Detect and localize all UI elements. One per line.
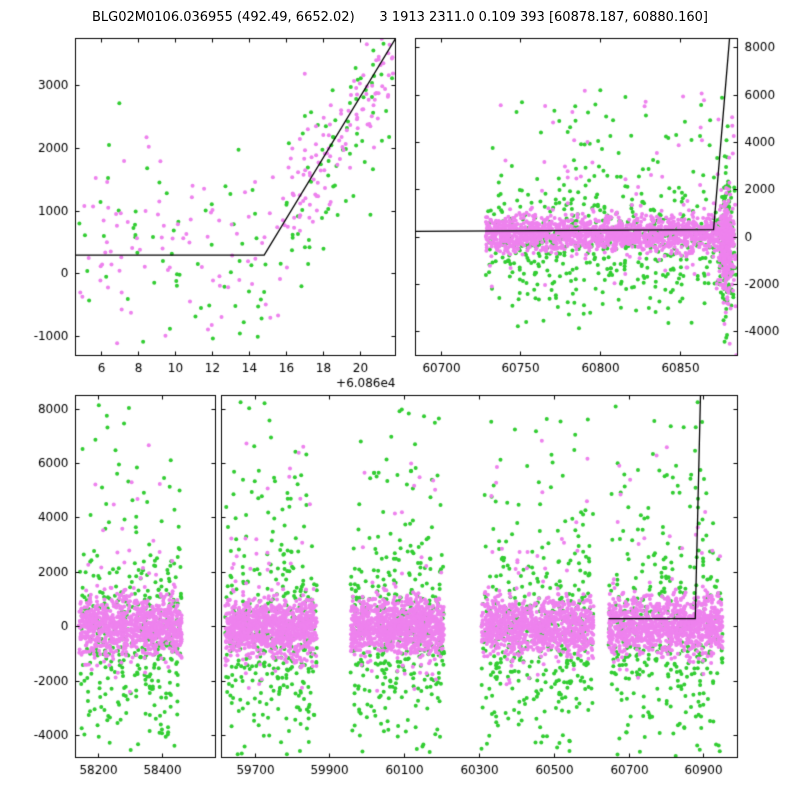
figure-title: BLG02M0106.036955 (492.49, 6652.02) 3 19…: [92, 10, 708, 25]
